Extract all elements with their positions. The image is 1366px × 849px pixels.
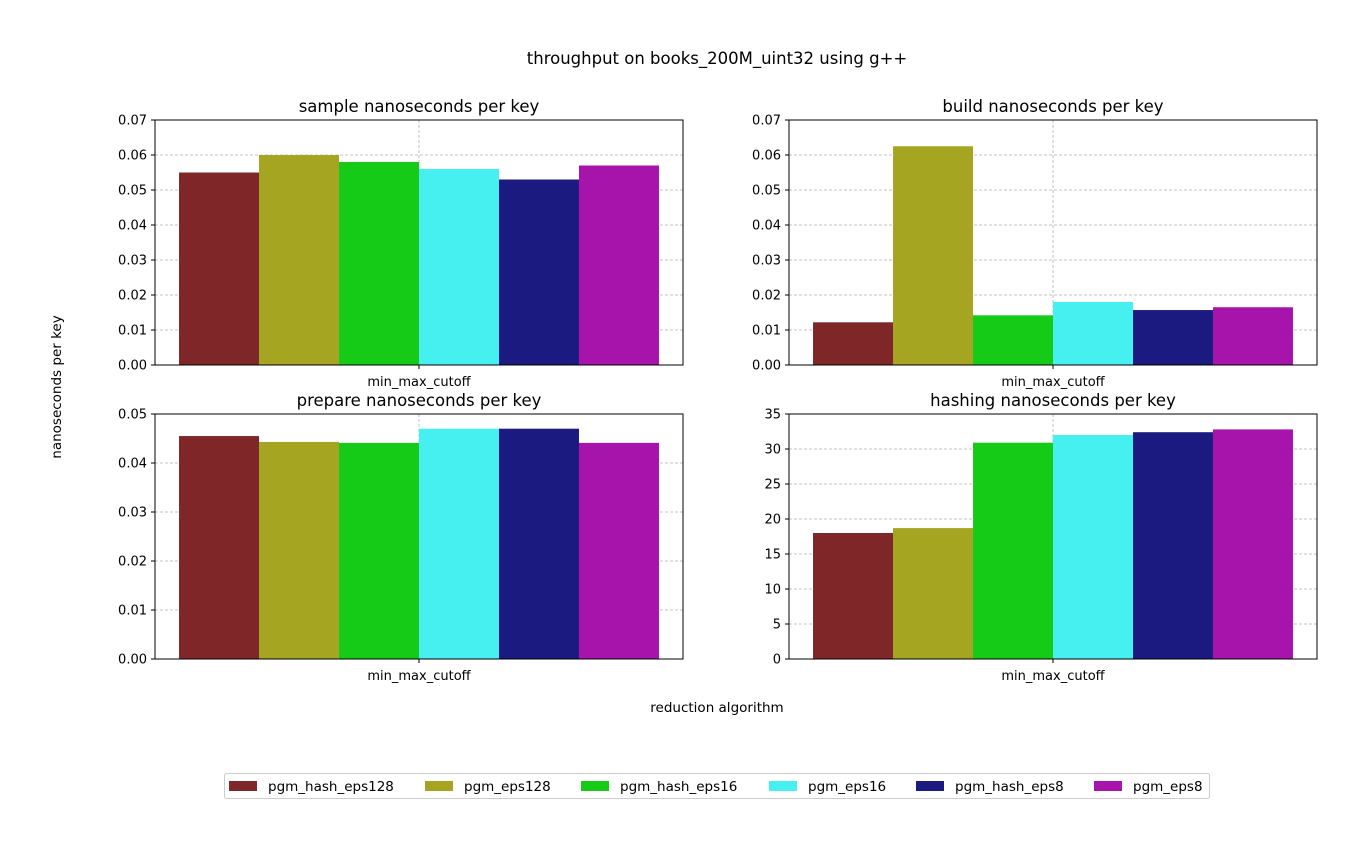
y-tick-label: 0.07	[118, 114, 147, 129]
bar-pgm_hash_eps128	[813, 322, 894, 365]
y-tick-label: 0.05	[118, 184, 147, 199]
y-tick-label: 30	[764, 443, 781, 458]
y-tick-label: 0.01	[118, 324, 147, 339]
y-tick-label: 0.02	[752, 289, 781, 304]
y-tick-label: 0.01	[752, 324, 781, 339]
figure-title: throughput on books_200M_uint32 using g+…	[527, 49, 907, 69]
y-tick-label: 0	[773, 653, 781, 668]
x-tick-label: min_max_cutoff	[367, 375, 471, 390]
legend-label: pgm_hash_eps16	[620, 779, 737, 795]
y-tick-label: 0.03	[752, 254, 781, 269]
y-tick-label: 0.01	[118, 604, 147, 619]
y-tick-label: 0.06	[118, 149, 147, 164]
legend-swatch	[425, 781, 453, 791]
legend-label: pgm_hash_eps8	[955, 779, 1064, 795]
bar-pgm_hash_eps8	[498, 428, 579, 659]
y-tick-label: 0.00	[118, 653, 147, 668]
y-tick-label: 0.03	[118, 254, 147, 269]
y-tick-label: 0.07	[752, 114, 781, 129]
bar-pgm_hash_eps128	[813, 533, 894, 659]
bar-pgm_hash_eps8	[498, 179, 579, 365]
legend-item-pgm_eps16: pgm_eps16	[769, 779, 886, 795]
bar-pgm_hash_eps16	[973, 442, 1053, 659]
bar-pgm_eps16	[419, 169, 499, 365]
bar-pgm_eps8	[1212, 307, 1293, 365]
bar-pgm_hash_eps16	[339, 442, 419, 659]
y-tick-label: 0.05	[118, 408, 147, 423]
y-tick-label: 25	[764, 478, 781, 493]
bar-pgm_hash_eps128	[179, 172, 260, 365]
legend-label: pgm_eps16	[808, 779, 886, 795]
bar-pgm_hash_eps128	[179, 436, 260, 659]
bar-pgm_hash_eps8	[1132, 432, 1213, 659]
bar-pgm_eps128	[259, 155, 340, 365]
bar-pgm_eps128	[893, 146, 974, 365]
bar-pgm_eps16	[1053, 435, 1133, 659]
panel-title: hashing nanoseconds per key	[930, 391, 1176, 410]
chart-panel-2: 0.00 0.01 0.02 0.03 0.04 0.05 0.06 0.07 min_max_…	[752, 97, 1318, 390]
legend-box	[224, 773, 1210, 799]
y-tick-label: 15	[764, 548, 781, 563]
legend-swatch	[769, 781, 797, 791]
bar-pgm_eps8	[1212, 429, 1293, 659]
legend-swatch	[581, 781, 609, 791]
y-tick-label: 0.04	[118, 219, 147, 234]
y-tick-label: 0.00	[118, 359, 147, 374]
bar-pgm_eps128	[893, 528, 974, 659]
x-tick-label: min_max_cutoff	[1001, 669, 1105, 684]
y-tick-label: 0.00	[752, 359, 781, 374]
legend-item-pgm_hash_eps8: pgm_hash_eps8	[916, 779, 1064, 795]
bar-pgm_eps8	[578, 165, 659, 365]
bar-pgm_eps8	[578, 442, 659, 659]
x-tick-label: min_max_cutoff	[1001, 375, 1105, 390]
x-tick-label: min_max_cutoff	[367, 669, 471, 684]
panel-title: prepare nanoseconds per key	[297, 391, 542, 410]
legend-item-pgm_eps128: pgm_eps128	[425, 779, 551, 795]
bar-pgm_hash_eps16	[973, 315, 1053, 365]
y-tick-label: 0.05	[752, 184, 781, 199]
legend-item-pgm_hash_eps128: pgm_hash_eps128	[229, 779, 394, 795]
panel-title: build nanoseconds per key	[942, 97, 1163, 116]
shared-x-axis-label: reduction algorithm	[650, 700, 783, 716]
y-tick-label: 0.02	[118, 555, 147, 570]
bar-pgm_hash_eps8	[1132, 310, 1213, 365]
panel-title: sample nanoseconds per key	[299, 97, 540, 116]
y-tick-label: 0.04	[118, 457, 147, 472]
bar-pgm_eps16	[419, 428, 499, 659]
bar-pgm_hash_eps16	[339, 162, 419, 365]
legend-swatch	[916, 781, 944, 791]
bar-pgm_eps16	[1053, 302, 1133, 365]
y-tick-label: 20	[764, 513, 781, 528]
y-tick-label: 35	[764, 408, 781, 423]
legend-item-pgm_hash_eps16: pgm_hash_eps16	[581, 779, 737, 795]
legend: pgm_hash_eps128 pgm_eps128 pgm_hash_eps16 p…	[224, 773, 1210, 799]
y-tick-label: 0.03	[118, 506, 147, 521]
legend-label: pgm_eps128	[464, 779, 551, 795]
chart-panels: 0.00 0.01 0.02 0.03 0.04 0.05 0.06 0.07 min_max_…	[118, 97, 1318, 684]
legend-label: pgm_eps8	[1133, 779, 1203, 795]
y-tick-label: 0.04	[752, 219, 781, 234]
y-tick-label: 5	[773, 618, 781, 633]
bar-pgm_eps128	[259, 441, 340, 659]
legend-item-pgm_eps8: pgm_eps8	[1094, 779, 1203, 795]
shared-y-axis-label: nanoseconds per key	[49, 315, 65, 458]
chart-panel-1: 0.00 0.01 0.02 0.03 0.04 0.05 0.06 0.07 min_max_…	[118, 97, 684, 390]
y-tick-label: 0.06	[752, 149, 781, 164]
legend-label: pgm_hash_eps128	[268, 779, 394, 795]
legend-swatch	[229, 781, 257, 791]
chart-panel-4: 0 5 10 15 20 25 30 35 min_max_cutoff hashing nano…	[764, 391, 1318, 684]
y-tick-label: 10	[764, 583, 781, 598]
y-tick-label: 0.02	[118, 289, 147, 304]
chart-panel-3: 0.00 0.01 0.02 0.03 0.04 0.05 min_max_cutoff pr…	[118, 391, 684, 684]
legend-swatch	[1094, 781, 1122, 791]
